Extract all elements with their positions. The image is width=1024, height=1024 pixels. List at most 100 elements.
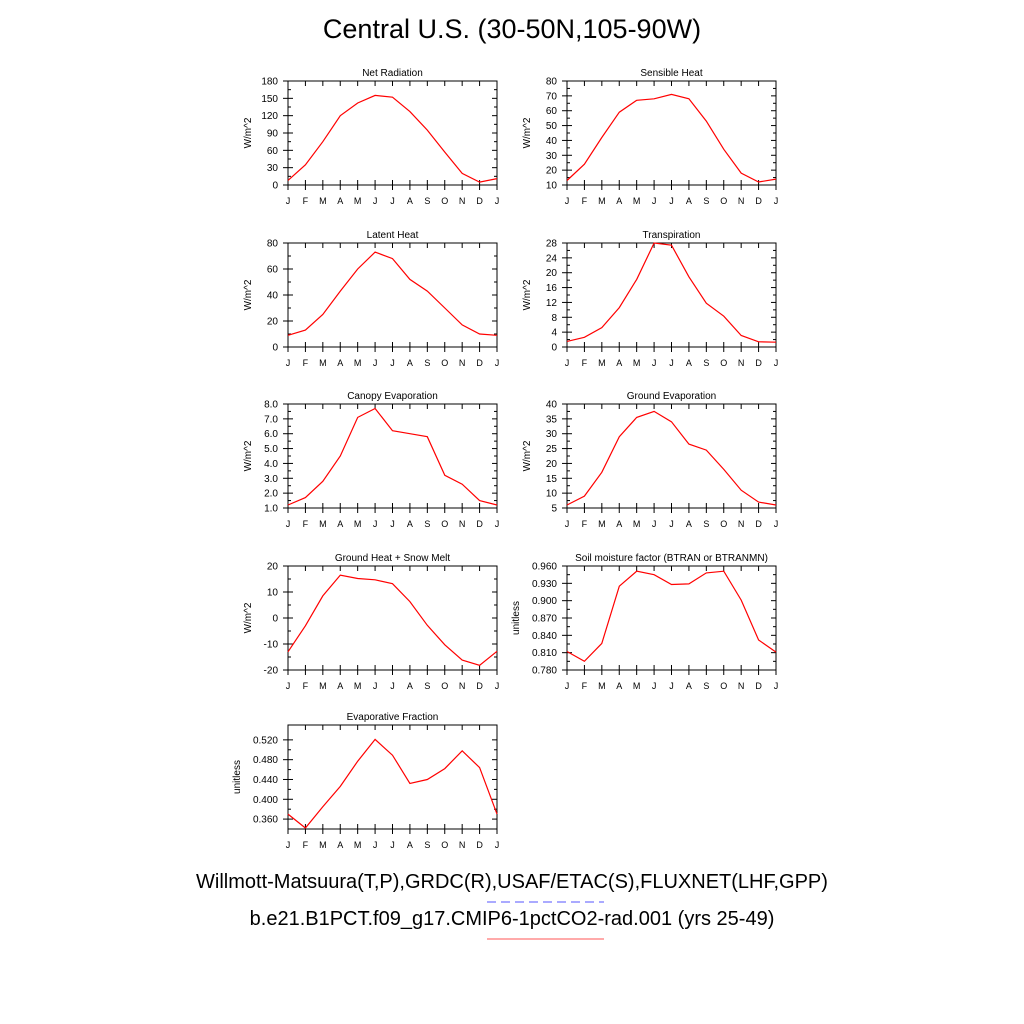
x-tick-label: F	[582, 358, 588, 368]
x-tick-label: M	[354, 519, 362, 529]
y-tick-label: 20	[546, 459, 558, 470]
series-line	[287, 251, 498, 336]
y-axis-label: W/m^2	[243, 440, 254, 471]
x-tick-label: M	[354, 840, 362, 850]
x-tick-label: O	[720, 358, 727, 368]
panel-title: Transpiration	[643, 230, 701, 241]
x-tick-label: A	[407, 196, 413, 206]
y-tick-label: 0.440	[253, 775, 278, 786]
x-tick-label: A	[616, 519, 622, 529]
x-tick-label: N	[738, 519, 745, 529]
x-tick-label: O	[441, 681, 448, 691]
y-tick-label: 60	[267, 146, 279, 157]
x-tick-label: M	[633, 519, 641, 529]
plot-frame	[566, 80, 777, 186]
x-tick-label: S	[703, 358, 709, 368]
x-tick-label: J	[390, 519, 395, 529]
y-tick-label: 0	[272, 343, 278, 354]
series-line	[566, 242, 777, 343]
x-tick-label: M	[598, 358, 606, 368]
x-tick-label: N	[459, 196, 466, 206]
x-tick-label: J	[565, 196, 570, 206]
y-tick-label: 0.360	[253, 815, 278, 826]
y-tick-label: -10	[264, 640, 279, 651]
y-tick-label: 40	[546, 400, 558, 411]
panel-title: Canopy Evaporation	[347, 391, 438, 402]
x-tick-label: M	[598, 681, 606, 691]
plot-frame	[566, 565, 777, 671]
x-tick-label: J	[669, 358, 674, 368]
x-tick-label: A	[337, 196, 343, 206]
x-tick-label: A	[616, 681, 622, 691]
y-tick-label: 0.870	[532, 614, 557, 625]
y-axis-label: W/m^2	[243, 279, 254, 310]
x-tick-label: J	[373, 358, 378, 368]
y-tick-label: 20	[546, 268, 558, 279]
x-tick-label: J	[495, 519, 500, 529]
x-tick-label: S	[703, 681, 709, 691]
x-tick-label: J	[565, 519, 570, 529]
y-tick-label: 90	[267, 129, 279, 140]
x-tick-label: D	[755, 196, 762, 206]
x-tick-label: M	[354, 681, 362, 691]
x-tick-label: O	[720, 681, 727, 691]
y-tick-label: 5	[551, 504, 557, 515]
x-tick-label: F	[582, 681, 588, 691]
x-tick-label: J	[652, 196, 657, 206]
x-tick-label: J	[373, 519, 378, 529]
x-tick-label: M	[633, 358, 641, 368]
y-tick-label: 6.0	[264, 429, 278, 440]
panel-title: Net Radiation	[362, 68, 423, 79]
y-tick-label: 60	[546, 106, 558, 117]
y-tick-label: 2.0	[264, 489, 278, 500]
y-tick-label: 0.480	[253, 755, 278, 766]
y-tick-label: 28	[546, 239, 558, 250]
y-tick-label: 5.0	[264, 444, 278, 455]
x-tick-label: J	[495, 196, 500, 206]
series-line	[566, 93, 777, 183]
x-tick-label: A	[686, 519, 692, 529]
x-tick-label: M	[633, 196, 641, 206]
x-tick-label: A	[337, 358, 343, 368]
y-axis-label: unitless	[232, 760, 243, 794]
panel-title: Soil moisture factor (BTRAN or BTRANMN)	[575, 553, 768, 564]
x-tick-label: J	[652, 519, 657, 529]
x-tick-label: A	[407, 358, 413, 368]
y-tick-label: 150	[261, 94, 278, 105]
series-line	[287, 574, 498, 666]
x-tick-label: M	[354, 196, 362, 206]
y-tick-label: 10	[267, 588, 279, 599]
x-tick-label: J	[669, 196, 674, 206]
x-tick-label: F	[303, 358, 309, 368]
y-tick-label: 40	[267, 291, 279, 302]
x-tick-label: F	[582, 196, 588, 206]
x-tick-label: D	[755, 681, 762, 691]
y-tick-label: 0.520	[253, 735, 278, 746]
x-tick-label: S	[424, 519, 430, 529]
y-axis-label: W/m^2	[243, 117, 254, 148]
x-tick-label: A	[616, 358, 622, 368]
x-tick-label: D	[476, 519, 483, 529]
x-tick-label: S	[703, 196, 709, 206]
x-tick-label: O	[441, 840, 448, 850]
y-tick-label: 4.0	[264, 459, 278, 470]
x-tick-label: M	[319, 519, 327, 529]
x-tick-label: J	[286, 519, 291, 529]
x-tick-label: J	[286, 358, 291, 368]
y-tick-label: 0.400	[253, 795, 278, 806]
x-tick-label: J	[669, 681, 674, 691]
x-tick-label: J	[390, 196, 395, 206]
y-tick-label: 0	[551, 343, 557, 354]
plot-frame	[287, 724, 498, 830]
x-tick-label: S	[424, 681, 430, 691]
x-tick-label: M	[319, 196, 327, 206]
x-tick-label: D	[476, 840, 483, 850]
x-tick-label: J	[652, 358, 657, 368]
x-tick-label: O	[441, 358, 448, 368]
y-tick-label: 20	[267, 562, 279, 573]
y-tick-label: 0	[272, 614, 278, 625]
x-tick-label: J	[495, 681, 500, 691]
panel-title: Sensible Heat	[640, 68, 702, 79]
x-tick-label: D	[476, 358, 483, 368]
y-tick-label: 80	[546, 77, 558, 88]
